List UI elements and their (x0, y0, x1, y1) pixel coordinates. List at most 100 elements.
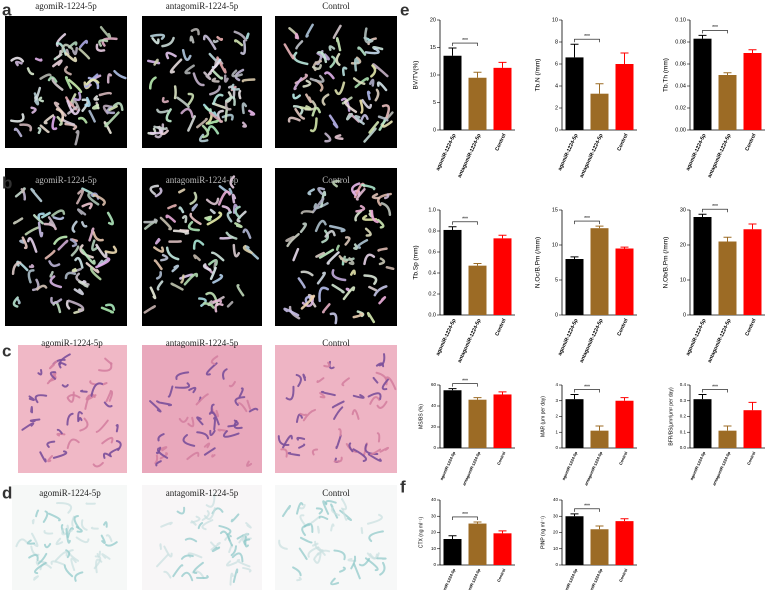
significance-label: *** (584, 216, 590, 222)
texture-stroke (77, 411, 83, 423)
texture-stroke (285, 385, 295, 401)
texture-stroke (37, 369, 43, 376)
y-tick-label: 40 (431, 403, 437, 408)
texture-stroke (237, 402, 248, 413)
bar (615, 64, 634, 130)
y-axis-label: N.Oc/B.Pm (/mm) (535, 237, 542, 288)
image-texture (278, 498, 387, 586)
y-tick-label: 5 (433, 100, 436, 106)
x-tick-label: Control (744, 132, 757, 152)
texture-stroke (155, 271, 163, 280)
texture-stroke (159, 543, 162, 550)
texture-stroke (79, 244, 94, 259)
texture-stroke (84, 96, 91, 108)
texture-stroke (232, 243, 241, 258)
texture-stroke (328, 224, 346, 233)
texture-stroke (80, 519, 88, 531)
significance-label: *** (712, 25, 718, 31)
texture-stroke (225, 560, 238, 567)
texture-stroke (352, 394, 365, 399)
texture-stroke (293, 77, 303, 91)
texture-stroke (183, 272, 199, 286)
texture-stroke (156, 108, 170, 114)
texture-stroke (300, 210, 314, 215)
texture-stroke (43, 114, 55, 125)
texture-stroke (108, 447, 120, 456)
x-tick-label: antagomiR-1224-5p (579, 318, 605, 364)
texture-stroke (377, 247, 388, 252)
y-axis-label: Tb.Th (mm) (663, 58, 670, 92)
error-bar (723, 72, 732, 75)
y-tick-label: 0.02 (675, 105, 686, 111)
texture-stroke (292, 51, 309, 66)
texture-stroke (371, 192, 381, 200)
texture-stroke (73, 288, 84, 296)
texture-stroke (75, 272, 90, 286)
texture-stroke (71, 220, 78, 233)
y-axis-label: BFR/BS(μm³/μm² per day) (668, 387, 674, 446)
y-tick-label: 0 (683, 312, 686, 318)
image-panels (5, 16, 397, 590)
texture-stroke (161, 36, 175, 48)
texture-stroke (65, 549, 71, 559)
texture-stroke (13, 127, 23, 138)
image-texture (11, 187, 118, 315)
texture-stroke (102, 382, 108, 386)
texture-stroke (364, 227, 372, 237)
x-tick-label: antagomiR-1224-5p (711, 450, 731, 486)
texture-stroke (103, 121, 112, 135)
texture-stroke (334, 134, 344, 140)
texture-stroke (113, 69, 127, 80)
texture-stroke (294, 107, 306, 120)
texture-stroke (364, 47, 380, 55)
texture-stroke (207, 61, 220, 76)
texture-stroke (331, 269, 347, 282)
y-tick-label: 0 (555, 445, 558, 450)
texture-stroke (196, 117, 208, 129)
texture-stroke (14, 60, 23, 67)
texture-stroke (310, 515, 321, 524)
texture-stroke (27, 237, 38, 253)
y-tick-label: 10 (553, 546, 559, 551)
bar (443, 229, 462, 315)
texture-stroke (295, 40, 304, 50)
texture-stroke (357, 46, 367, 56)
texture-stroke (79, 417, 89, 432)
bar (443, 539, 462, 565)
texture-stroke (49, 371, 57, 380)
texture-stroke (51, 77, 64, 91)
texture-stroke (376, 81, 388, 92)
texture-stroke (106, 105, 116, 115)
texture-stroke (328, 360, 335, 370)
bar (493, 394, 512, 448)
image-caption: antagomiR-1224-5p (166, 488, 239, 498)
texture-stroke (163, 545, 173, 558)
texture-stroke (193, 254, 201, 262)
y-tick-label: 0.0 (680, 445, 687, 450)
texture-stroke (205, 291, 219, 307)
texture-stroke (10, 113, 25, 123)
texture-stroke (53, 235, 68, 245)
texture-stroke (48, 512, 61, 522)
error-bar (620, 397, 629, 401)
texture-stroke (95, 419, 109, 433)
texture-stroke (381, 120, 393, 128)
texture-stroke (158, 446, 168, 452)
texture-stroke (64, 122, 78, 131)
texture-stroke (95, 243, 108, 259)
texture-stroke (234, 205, 241, 219)
y-tick-label: 5 (555, 277, 558, 283)
texture-stroke (335, 434, 342, 450)
texture-stroke (348, 257, 355, 266)
texture-stroke (318, 248, 335, 259)
texture-stroke (372, 376, 379, 384)
significance-bracket (574, 220, 600, 225)
y-tick-label: 2 (555, 414, 558, 419)
x-tick-label: Control (496, 568, 507, 583)
texture-stroke (367, 453, 382, 462)
bar (615, 521, 634, 565)
texture-stroke (49, 360, 58, 370)
texture-stroke (335, 37, 342, 52)
y-tick-label: 0.4 (428, 270, 436, 276)
texture-stroke (376, 218, 385, 229)
